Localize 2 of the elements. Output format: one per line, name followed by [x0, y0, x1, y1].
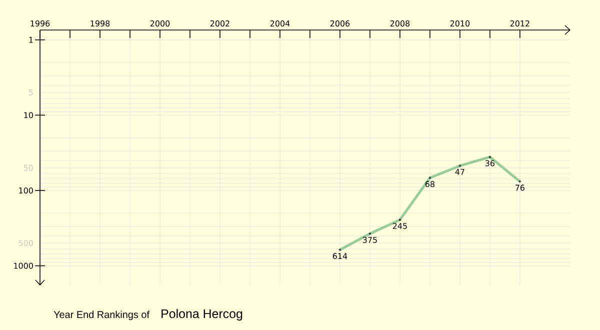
- text: Polona Hercog: [162, 308, 242, 321]
- text: Year End Rankings of: [54, 310, 150, 320]
